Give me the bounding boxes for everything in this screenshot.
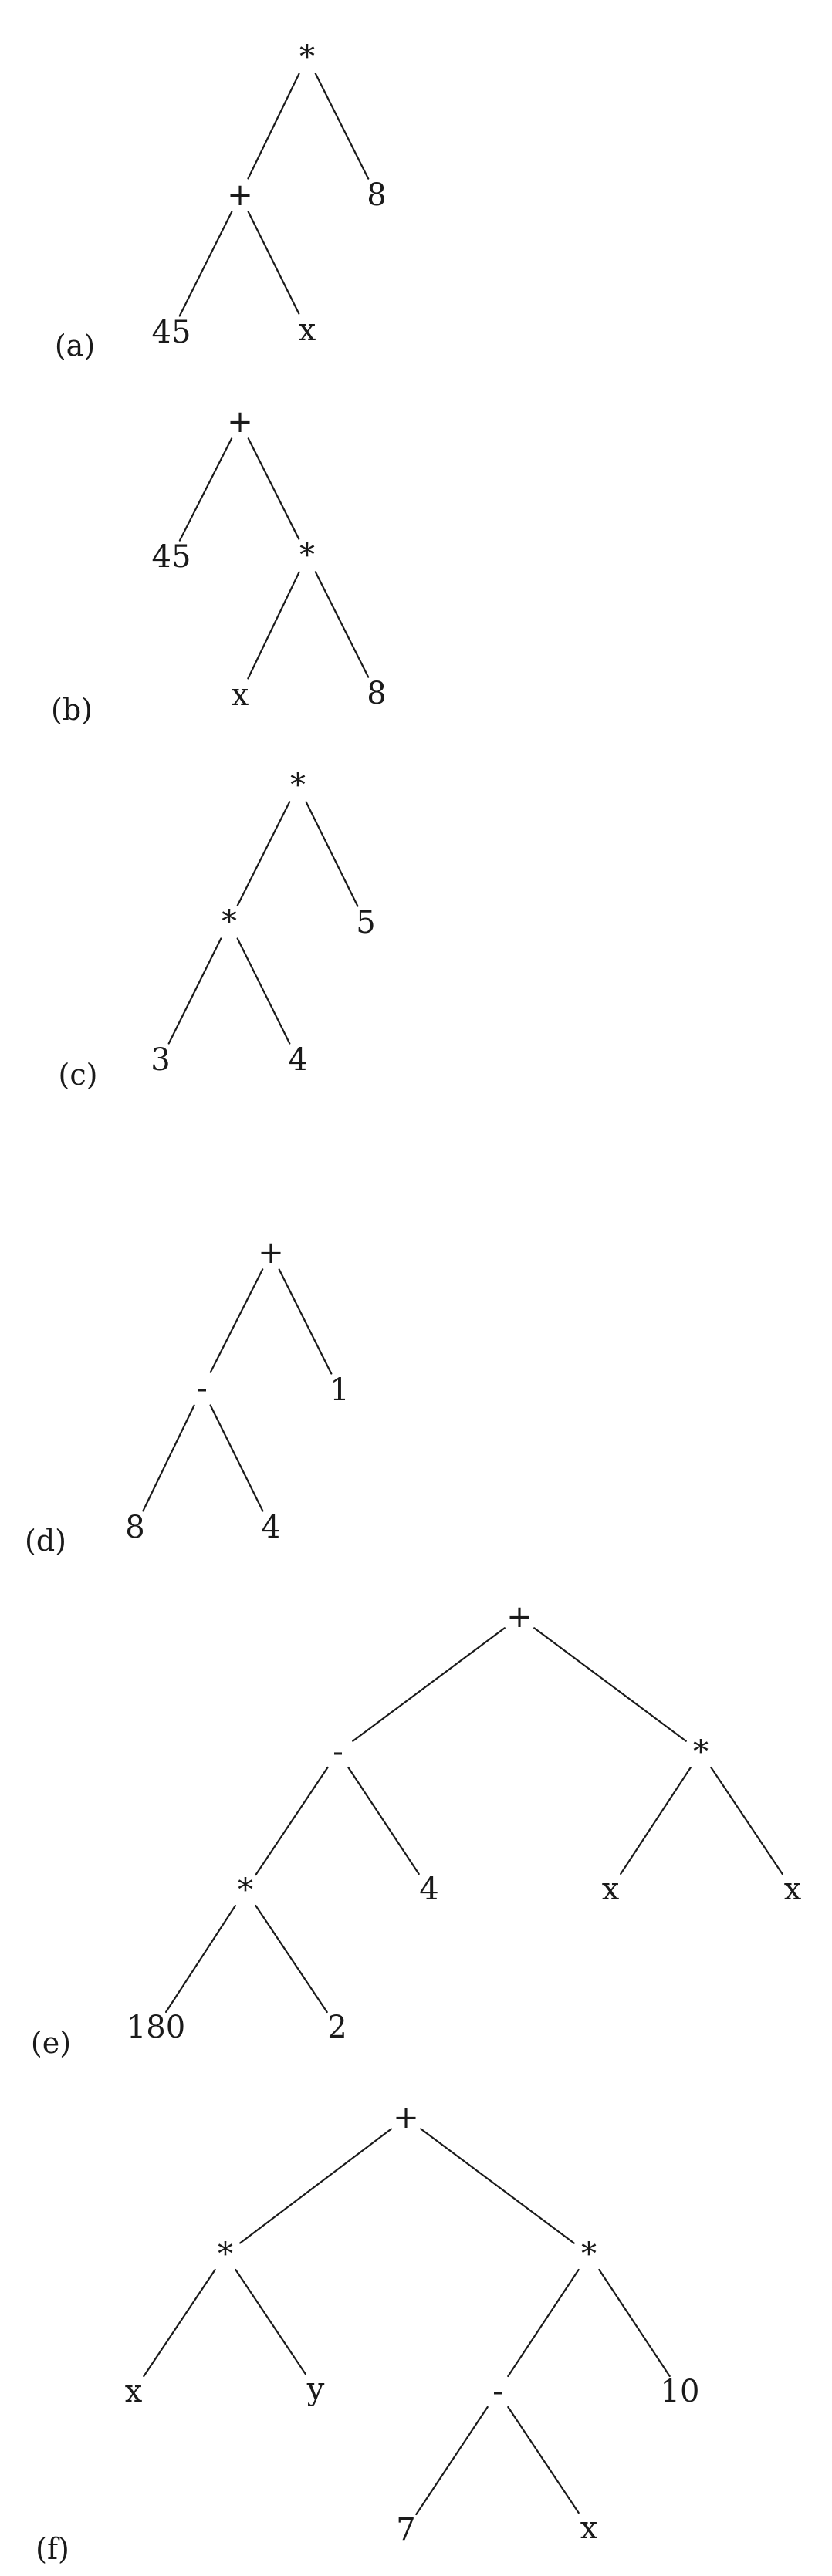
tree-f-edge	[143, 2268, 216, 2378]
tree-c-edge	[305, 801, 359, 907]
tree-e-edge	[255, 1904, 328, 2014]
operator-node: *	[299, 538, 315, 573]
expression-tree-a: * + 8 45 x (a)	[55, 39, 387, 363]
tree-e-edge	[352, 1627, 506, 1742]
expression-tree-f: + * * x y - 10 7 x (f)	[36, 2100, 699, 2566]
operand-node: x	[602, 1872, 620, 1907]
expression-tree-e: + - * * 4 x x 180 2 (e)	[31, 1599, 802, 2060]
tree-a-edge	[247, 211, 300, 315]
operator-node: -	[333, 1734, 343, 1770]
tree-e-edge	[533, 1627, 687, 1742]
operand-node: 45	[152, 539, 191, 575]
tree-e-edge	[255, 1766, 329, 1876]
tree-c-edge	[236, 801, 291, 906]
operator-node: -	[492, 2374, 503, 2409]
tree-f-edge	[239, 2128, 392, 2244]
tree-b-edge	[247, 437, 300, 540]
operator-node: +	[506, 1599, 533, 1635]
subfigure-label-c: (c)	[59, 1058, 98, 1092]
operand-node: x	[784, 1872, 802, 1907]
tree-b-edge	[247, 571, 300, 680]
operator-node: *	[299, 39, 315, 75]
tree-f-edge	[598, 2268, 671, 2378]
tree-a-edge	[314, 73, 370, 180]
operand-node: 180	[127, 2010, 185, 2045]
tree-f-edge	[415, 2406, 489, 2516]
tree-c-edge	[167, 937, 222, 1045]
tree-d-edge	[278, 1268, 333, 1375]
tree-e-edge	[620, 1767, 692, 1875]
tree-c-edge	[236, 937, 291, 1045]
tree-f-edge	[235, 2268, 306, 2375]
operand-node: x	[580, 2510, 598, 2546]
operand-node: 45	[152, 315, 191, 350]
subfigure-label-f: (f)	[36, 2532, 69, 2566]
operand-node: 10	[661, 2374, 700, 2409]
tree-f-edge	[420, 2128, 575, 2244]
operand-node: 8	[367, 177, 386, 213]
operator-node: *	[222, 904, 237, 940]
expression-tree-d: + - 1 8 4 (d)	[25, 1235, 350, 1558]
operator-node: +	[227, 404, 253, 440]
expression-tree-b: +45 * x 8 (b)	[51, 404, 387, 727]
tree-a-edge	[247, 73, 300, 180]
tree-e-edge	[165, 1905, 236, 2013]
operand-node: x	[299, 312, 316, 348]
tree-d-edge	[209, 1268, 264, 1373]
operator-node: +	[393, 2100, 419, 2135]
operand-node: 1	[330, 1372, 349, 1408]
operand-node: 4	[288, 1042, 307, 1078]
subfigure-label-e: (e)	[31, 2026, 71, 2060]
tree-d-edge	[142, 1404, 195, 1512]
expression-tree-c: * * 5 3 4 (c)	[59, 768, 376, 1092]
subfigure-label-b: (b)	[51, 693, 93, 727]
operator-node: *	[581, 2237, 597, 2272]
subfigure-label-d: (d)	[25, 1524, 66, 1558]
operator-node: *	[218, 2237, 233, 2272]
operator-node: +	[258, 1235, 284, 1271]
tree-f-edge	[507, 2268, 580, 2378]
operand-node: 5	[356, 905, 375, 940]
operator-node: -	[197, 1371, 208, 1406]
subfigure-label-a: (a)	[55, 329, 95, 363]
tree-f-edge	[507, 2406, 580, 2514]
operator-node: *	[693, 1734, 709, 1770]
operand-node: 4	[419, 1872, 438, 1907]
operand-node: y	[306, 2372, 325, 2407]
operand-node: 8	[125, 1510, 144, 1545]
operand-node: 3	[151, 1042, 170, 1078]
operand-node: x	[232, 677, 249, 713]
tree-d-edge	[209, 1404, 264, 1512]
operator-node: +	[227, 177, 253, 213]
operator-node: *	[290, 768, 306, 803]
operand-node: 4	[261, 1510, 280, 1545]
operand-node: 2	[327, 2010, 347, 2045]
tree-e-edge	[710, 1766, 783, 1875]
operand-node: 7	[396, 2512, 415, 2547]
operator-node: *	[238, 1872, 253, 1908]
tree-e-edge	[347, 1766, 420, 1875]
tree-a-edge	[178, 211, 233, 317]
operand-node: x	[125, 2374, 143, 2409]
tree-b-edge	[314, 571, 370, 678]
tree-b-edge	[178, 437, 233, 542]
operand-node: 8	[367, 676, 386, 711]
